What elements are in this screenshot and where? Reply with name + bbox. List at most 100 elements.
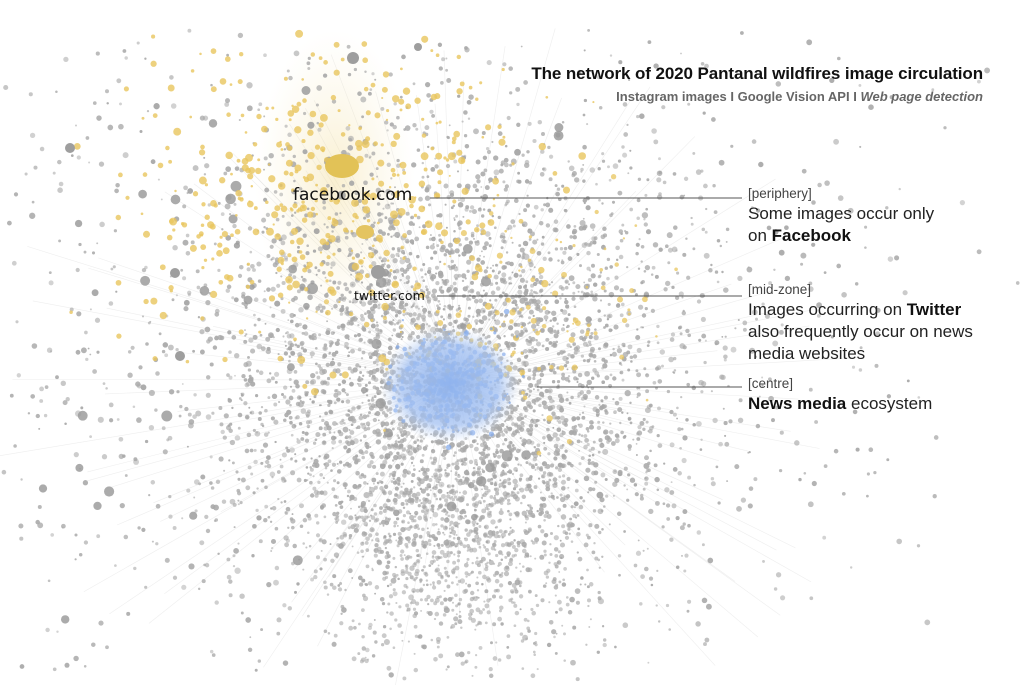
- network-node: [887, 256, 894, 262]
- network-node: [417, 504, 421, 508]
- network-node: [673, 225, 678, 230]
- network-node: [444, 512, 448, 516]
- network-node: [406, 607, 411, 612]
- network-node: [508, 282, 511, 285]
- network-node: [548, 154, 554, 159]
- network-node: [464, 477, 467, 480]
- network-node: [408, 262, 411, 265]
- network-node: [481, 494, 485, 497]
- network-node: [249, 636, 252, 639]
- network-node: [531, 398, 537, 404]
- network-node: [581, 242, 587, 248]
- network-node: [464, 183, 471, 190]
- network-node: [331, 99, 337, 104]
- network-node: [289, 457, 293, 461]
- network-node: [450, 581, 454, 585]
- network-node: [389, 443, 395, 449]
- network-node: [725, 227, 730, 232]
- network-node: [493, 496, 497, 500]
- network-node: [407, 450, 413, 456]
- network-node: [39, 146, 45, 152]
- network-node: [506, 492, 510, 496]
- network-node: [424, 273, 427, 276]
- network-node: [286, 409, 292, 415]
- network-node: [313, 569, 318, 574]
- network-node: [345, 393, 349, 397]
- network-node: [894, 255, 900, 261]
- network-node: [434, 164, 439, 169]
- network-node: [554, 184, 558, 188]
- network-node: [532, 138, 537, 144]
- network-node: [375, 327, 380, 332]
- network-node: [495, 450, 499, 455]
- network-node: [483, 255, 485, 258]
- network-node: [561, 479, 566, 485]
- network-node: [237, 503, 240, 506]
- network-node: [205, 528, 211, 534]
- network-node: [699, 448, 703, 451]
- network-node: [360, 357, 364, 360]
- network-node: [416, 438, 420, 442]
- network-node: [114, 188, 119, 194]
- network-node: [562, 355, 568, 362]
- network-node: [548, 561, 551, 565]
- network-node: [231, 296, 235, 300]
- network-node: [419, 439, 423, 443]
- network-node: [558, 571, 561, 573]
- network-node: [503, 428, 508, 433]
- network-node: [576, 380, 579, 384]
- network-node: [464, 444, 469, 449]
- network-node: [747, 503, 753, 509]
- network-node: [587, 604, 590, 608]
- network-node: [622, 351, 629, 358]
- network-node: [432, 555, 435, 557]
- network-node: [532, 650, 536, 654]
- network-node: [98, 620, 104, 626]
- network-node: [477, 207, 482, 212]
- network-node: [405, 267, 410, 272]
- network-node: [598, 106, 603, 110]
- network-node: [653, 139, 659, 145]
- network-node: [487, 453, 491, 457]
- network-node: [226, 53, 229, 57]
- network-node: [580, 456, 585, 461]
- network-node: [305, 411, 311, 417]
- network-node: [588, 334, 593, 340]
- network-node: [328, 279, 332, 283]
- network-node: [511, 544, 516, 549]
- network-node: [746, 266, 753, 273]
- network-node: [302, 233, 307, 238]
- network-node: [182, 276, 187, 281]
- network-node: [686, 382, 690, 387]
- network-node: [534, 537, 540, 543]
- network-node: [518, 562, 521, 565]
- network-node: [433, 544, 436, 547]
- network-node: [358, 365, 362, 368]
- network-node: [535, 397, 541, 402]
- network-node: [543, 441, 546, 444]
- network-node: [775, 572, 782, 578]
- network-node: [283, 500, 287, 503]
- network-node: [443, 457, 447, 460]
- network-node: [557, 420, 562, 424]
- network-node: [471, 561, 474, 565]
- network-node: [337, 362, 342, 367]
- network-node: [377, 303, 381, 307]
- network-node: [627, 444, 632, 449]
- network-node: [269, 471, 276, 478]
- network-node: [405, 502, 409, 506]
- network-node: [521, 268, 526, 274]
- network-node: [379, 522, 382, 525]
- network-node: [498, 168, 504, 174]
- network-node: [719, 374, 725, 380]
- network-node: [31, 343, 38, 349]
- network-node: [608, 523, 611, 526]
- network-node: [241, 373, 246, 379]
- network-node: [405, 431, 411, 436]
- network-node: [375, 321, 379, 324]
- network-node: [536, 379, 542, 385]
- network-node: [341, 519, 347, 525]
- network-node: [401, 447, 407, 452]
- network-node: [564, 299, 569, 305]
- network-node: [464, 277, 467, 280]
